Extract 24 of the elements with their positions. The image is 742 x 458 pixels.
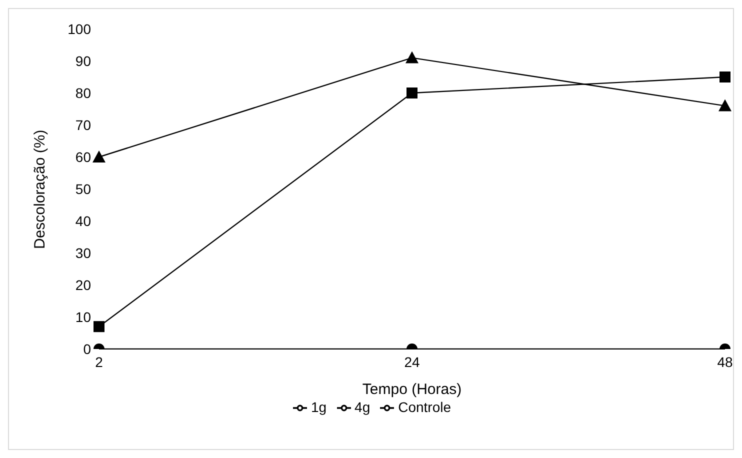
legend-label: 4g [354, 399, 370, 415]
x-tick-label: 48 [717, 354, 733, 370]
y-tick-label: 90 [75, 52, 92, 69]
legend-label: 1g [310, 399, 327, 415]
point [406, 88, 418, 98]
x-axis-title: Tempo (Horas) [362, 381, 462, 398]
legend-label: Controle [398, 399, 452, 415]
y-tick-label: 70 [75, 116, 92, 133]
x-tick-label: 2 [95, 354, 104, 370]
y-tick-label: 60 [75, 148, 92, 165]
point [406, 51, 418, 64]
y-tick-label: 20 [75, 276, 92, 293]
point [720, 72, 730, 82]
y-tick-label: 80 [75, 84, 92, 101]
y-tick-label: 100 [68, 20, 92, 37]
y-tick-label: 10 [75, 308, 92, 325]
y-axis-title: Descoloração (%) [31, 130, 48, 249]
x-tick-label: 24 [404, 354, 420, 370]
point [92, 150, 106, 162]
point [718, 99, 732, 112]
y-tick-label: 40 [75, 212, 92, 229]
y-tick-label: 30 [75, 244, 92, 261]
y-tick-label: 50 [75, 180, 92, 197]
y-tick-label: 0 [83, 340, 92, 357]
